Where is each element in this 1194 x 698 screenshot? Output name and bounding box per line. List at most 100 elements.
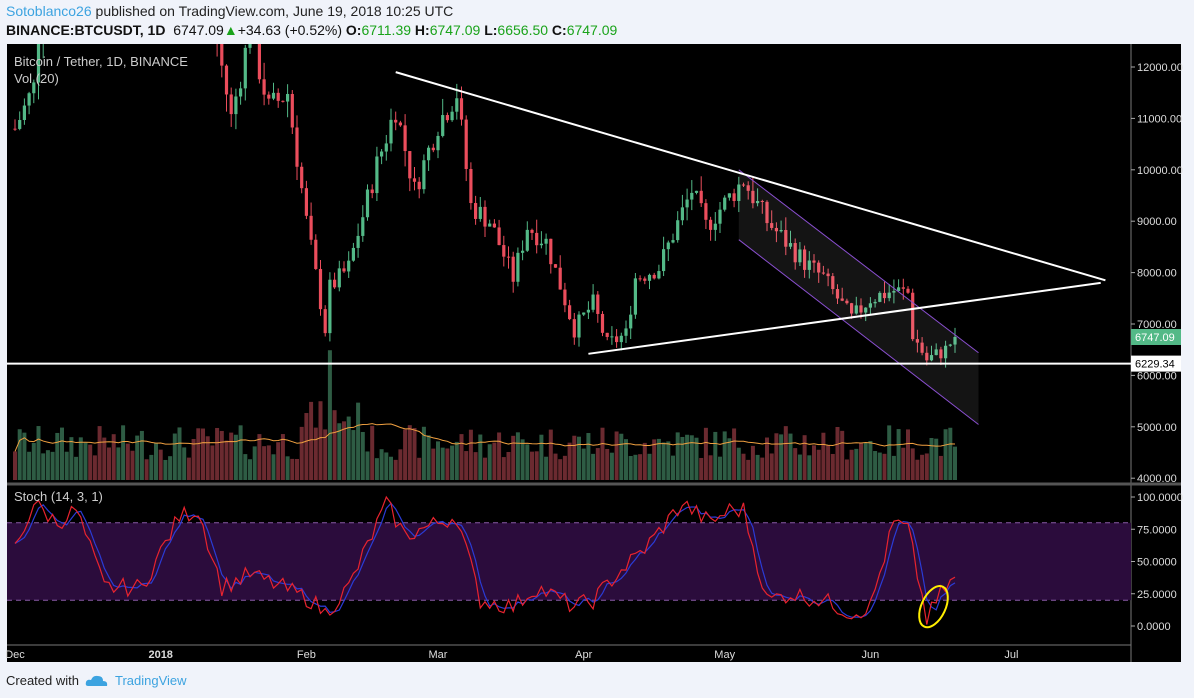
stoch-tick-label: 50.0000: [1137, 557, 1177, 569]
volume-bar: [727, 438, 732, 480]
volume-bar: [431, 448, 436, 480]
price-axis[interactable]: [1131, 44, 1181, 662]
volume-bar: [107, 447, 111, 480]
volume-bar: [83, 442, 88, 480]
candle: [530, 229, 534, 233]
candle: [450, 111, 454, 121]
volume-bar: [412, 428, 417, 480]
volume-bar: [74, 456, 79, 480]
volume-bar: [788, 433, 793, 480]
stoch-tick-label: 75.0000: [1137, 524, 1177, 536]
candle: [271, 92, 276, 99]
candle: [760, 200, 764, 202]
volume-bar: [454, 441, 459, 480]
candle: [286, 93, 290, 102]
volume-bar: [793, 448, 798, 480]
candle: [939, 349, 943, 359]
volume-bar: [468, 429, 473, 480]
volume-bar: [172, 433, 177, 480]
volume-bar: [440, 447, 445, 480]
volume-bar: [17, 429, 22, 480]
volume-bar: [586, 433, 591, 480]
volume-bar: [572, 435, 577, 480]
candle: [309, 215, 313, 240]
candle: [398, 122, 402, 126]
volume-bar: [290, 458, 295, 480]
candle: [18, 120, 22, 129]
volume-bar: [558, 459, 563, 480]
volume-bar: [887, 425, 892, 480]
footer: Created with TradingView: [6, 673, 187, 688]
candle: [431, 147, 435, 151]
volume-bar: [295, 458, 299, 480]
volume-bar: [196, 428, 201, 480]
volume-bar: [309, 401, 314, 480]
volume-bar: [821, 432, 826, 480]
candle: [281, 100, 285, 102]
volume-bar: [403, 429, 408, 480]
volume-bar: [807, 455, 812, 480]
candle: [619, 335, 623, 343]
volume-bar: [906, 429, 910, 480]
candle: [779, 230, 783, 232]
candle: [596, 294, 600, 314]
volume-bar: [191, 438, 196, 480]
volume-bar: [360, 431, 365, 480]
candle: [563, 289, 567, 306]
stoch-tick-label: 0.0000: [1137, 621, 1171, 633]
stoch-band: [7, 522, 1131, 601]
volume-bar: [774, 433, 779, 480]
candle: [591, 294, 595, 310]
candle: [535, 232, 539, 246]
candle: [464, 119, 468, 169]
last-price: 6747.09: [173, 22, 224, 38]
volume-bar: [802, 435, 807, 480]
candle: [817, 262, 821, 273]
candle: [469, 168, 473, 204]
volume-bar: [384, 452, 389, 480]
volume-bar: [647, 453, 652, 480]
candle: [342, 268, 346, 272]
volume-bar: [313, 427, 318, 480]
volume-bar: [868, 440, 873, 480]
volume-bar: [356, 402, 361, 480]
candle: [32, 82, 36, 94]
volume-bar: [407, 425, 412, 480]
line-price-tag: [1131, 355, 1181, 372]
stoch-d-line: [14, 502, 956, 618]
volume-bar: [812, 445, 816, 480]
volume-bar: [567, 442, 572, 480]
volume-bar: [31, 442, 36, 480]
candle: [314, 239, 318, 269]
up-arrow-icon: ▲: [223, 22, 238, 38]
candle: [756, 200, 760, 204]
volume-bar: [854, 448, 859, 480]
volume-bar: [374, 458, 379, 480]
volume-bar: [619, 433, 624, 480]
candle: [27, 93, 31, 106]
volume-bar: [534, 451, 539, 480]
candle: [502, 245, 506, 257]
candle: [333, 279, 337, 288]
time-tick-label: 2018: [148, 649, 172, 661]
channel-line: [738, 239, 979, 425]
volume-bar: [177, 427, 182, 480]
time-tick-label: Jun: [862, 649, 880, 661]
volume-bar: [201, 428, 205, 480]
close-value: 6747.09: [566, 22, 618, 38]
volume-bar: [116, 447, 121, 480]
tradingview-link[interactable]: TradingView: [114, 673, 187, 688]
volume-bar: [285, 456, 290, 480]
author-link[interactable]: Sotoblanco26: [6, 3, 92, 19]
candle: [676, 220, 680, 241]
candle: [666, 242, 670, 250]
volume-bar: [36, 426, 41, 480]
volume-bar: [229, 432, 234, 480]
volume-bar: [45, 450, 50, 480]
time-axis[interactable]: [7, 645, 1131, 662]
volume-bar: [332, 410, 337, 480]
volume-bar: [163, 459, 168, 480]
volume-bar: [953, 446, 957, 480]
volume-bar: [506, 451, 511, 480]
